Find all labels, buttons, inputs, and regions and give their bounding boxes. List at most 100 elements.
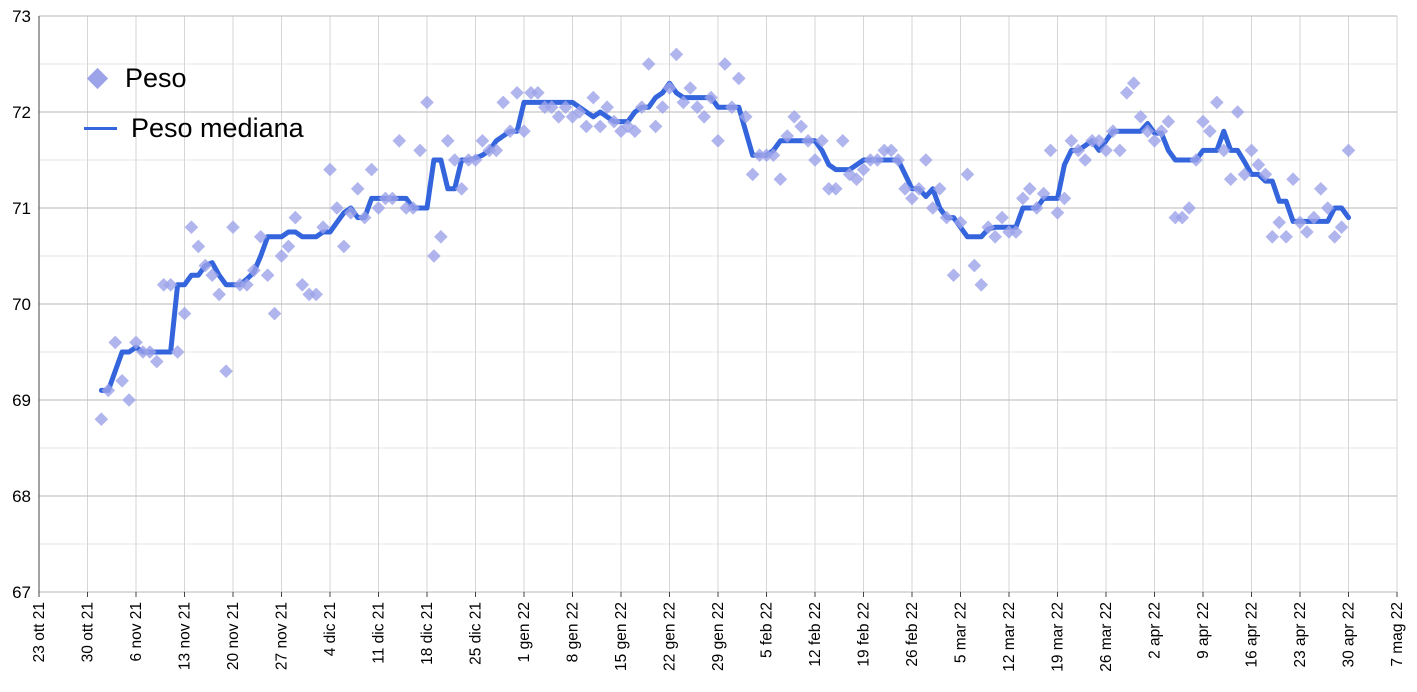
data-point-diamond xyxy=(274,249,289,263)
data-point-diamond xyxy=(1258,167,1273,182)
data-point-diamond xyxy=(593,119,608,134)
data-point-diamond xyxy=(766,148,781,162)
y-tick-label: 71 xyxy=(12,199,31,218)
data-point-diamond xyxy=(988,230,1002,244)
x-tick-label: 19 feb 22 xyxy=(856,602,873,667)
data-point-diamond xyxy=(219,364,233,378)
data-point-diamond xyxy=(440,134,455,148)
data-point-diamond xyxy=(946,268,961,282)
data-point-diamond xyxy=(1265,230,1280,244)
data-point-diamond xyxy=(94,412,109,426)
data-point-diamond xyxy=(1106,124,1120,138)
data-point-diamond xyxy=(1113,143,1127,158)
legend-item-peso-mediana[interactable]: Peso mediana xyxy=(84,110,304,146)
x-tick-label: 2 apr 22 xyxy=(1147,602,1164,659)
data-point-diamond xyxy=(378,191,393,206)
data-point-diamond xyxy=(981,220,996,234)
data-point-diamond xyxy=(1064,134,1079,148)
data-point-diamond xyxy=(246,263,261,278)
data-point-diamond xyxy=(447,153,462,167)
data-point-diamond xyxy=(683,81,698,95)
data-point-diamond xyxy=(759,148,774,162)
data-point-diamond xyxy=(676,95,691,110)
data-point-diamond xyxy=(1126,76,1141,90)
data-point-diamond xyxy=(815,134,829,148)
data-point-diamond xyxy=(725,100,739,114)
data-point-diamond xyxy=(184,220,199,234)
x-tick-label: 13 nov 21 xyxy=(177,602,194,670)
data-point-diamond xyxy=(655,100,670,114)
data-point-diamond xyxy=(551,110,566,124)
data-point-diamond xyxy=(898,182,912,196)
data-point-diamond xyxy=(122,393,136,407)
data-point-diamond xyxy=(468,153,483,167)
data-point-diamond xyxy=(537,100,552,114)
x-tick-label: 29 gen 22 xyxy=(710,602,727,671)
data-point-diamond xyxy=(960,167,975,182)
data-point-diamond xyxy=(350,182,365,196)
data-point-diamond xyxy=(170,345,185,359)
data-point-diamond xyxy=(281,239,296,254)
data-point-diamond xyxy=(912,182,926,196)
data-point-diamond xyxy=(697,110,711,124)
data-point-diamond xyxy=(191,239,206,254)
legend-item-peso[interactable]: Peso xyxy=(84,60,304,96)
data-point-diamond xyxy=(544,100,559,114)
data-point-diamond xyxy=(524,86,538,100)
data-point-diamond xyxy=(1133,110,1148,124)
data-point-diamond xyxy=(558,100,573,114)
data-point-diamond xyxy=(364,162,379,177)
y-tick-label: 69 xyxy=(12,391,31,410)
data-point-diamond xyxy=(586,90,601,105)
y-tick-label: 72 xyxy=(12,103,31,122)
data-point-diamond xyxy=(343,206,358,220)
data-point-diamond xyxy=(212,287,226,302)
data-point-diamond xyxy=(572,105,587,119)
data-point-diamond xyxy=(503,124,517,138)
data-point-diamond xyxy=(1334,220,1349,234)
x-tick-label: 22 gen 22 xyxy=(662,602,679,671)
data-point-diamond xyxy=(316,220,330,234)
x-tick-label: 16 apr 22 xyxy=(1244,602,1261,668)
x-tick-label: 19 mar 22 xyxy=(1050,602,1067,672)
data-point-diamond xyxy=(1272,215,1287,230)
data-point-diamond xyxy=(863,153,878,167)
data-point-diamond xyxy=(919,153,933,167)
data-point-diamond xyxy=(309,287,323,302)
data-point-diamond xyxy=(302,287,317,302)
data-point-diamond xyxy=(260,268,275,282)
y-tick-label: 67 xyxy=(12,583,31,602)
data-point-diamond xyxy=(461,153,476,167)
data-point-diamond xyxy=(1189,153,1203,167)
data-point-diamond xyxy=(1029,201,1044,215)
data-point-diamond xyxy=(822,182,836,196)
x-tick-label: 12 feb 22 xyxy=(807,602,824,667)
data-point-diamond xyxy=(330,201,344,215)
data-point-diamond xyxy=(517,124,531,138)
data-point-diamond xyxy=(773,172,788,186)
data-point-diamond xyxy=(738,110,753,124)
data-point-diamond xyxy=(233,278,247,292)
data-point-diamond xyxy=(925,201,940,215)
data-point-diamond xyxy=(932,182,947,196)
data-point-diamond xyxy=(1230,105,1245,119)
data-point-diamond xyxy=(787,110,802,124)
data-point-diamond xyxy=(1092,134,1106,148)
data-point-diamond xyxy=(1210,95,1224,110)
data-point-diamond xyxy=(1071,143,1086,158)
median-line-series xyxy=(98,80,1351,393)
data-point-diamond xyxy=(1293,215,1307,230)
data-point-diamond xyxy=(240,278,254,292)
data-point-diamond xyxy=(669,47,684,62)
data-point-diamond xyxy=(475,134,490,148)
scatter-series xyxy=(94,47,1356,426)
data-point-diamond xyxy=(323,162,337,177)
data-point-diamond xyxy=(995,210,1009,225)
x-tick-label: 6 nov 21 xyxy=(128,602,145,661)
x-tick-label: 15 gen 22 xyxy=(613,602,630,671)
data-point-diamond xyxy=(1307,210,1321,225)
x-tick-label: 7 mag 22 xyxy=(1389,602,1406,667)
data-point-diamond xyxy=(1327,230,1342,244)
data-point-diamond xyxy=(731,71,746,86)
